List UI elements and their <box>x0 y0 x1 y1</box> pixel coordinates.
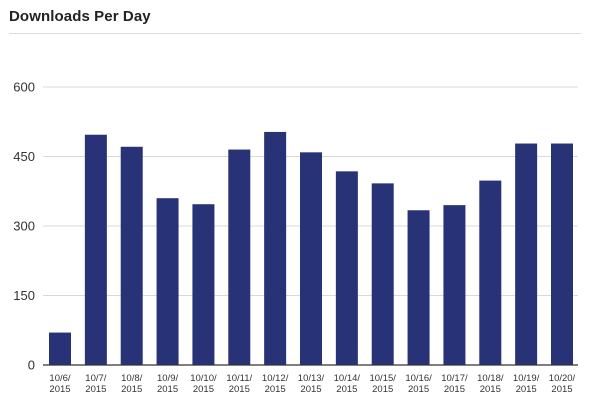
x-tick-label: 10/20/ <box>549 373 576 384</box>
bar <box>264 131 287 365</box>
panel-title: Downloads Per Day <box>9 8 151 25</box>
x-tick-label: 10/12/ <box>262 373 289 384</box>
x-tick-label: 10/10/ <box>190 373 217 384</box>
bar <box>49 332 71 365</box>
bar <box>443 205 466 365</box>
x-tick-label: 2015 <box>265 384 286 395</box>
y-tick-label: 300 <box>13 219 35 234</box>
x-tick-label: 2015 <box>157 384 178 395</box>
x-tick-label: 2015 <box>193 384 214 395</box>
bar <box>300 152 322 365</box>
x-tick-label: 10/17/ <box>441 373 468 384</box>
y-tick-label: 600 <box>13 80 35 95</box>
x-tick-label: 10/6/ <box>49 373 70 384</box>
x-tick-label: 2015 <box>551 384 572 395</box>
bar <box>371 183 394 365</box>
bar <box>407 210 430 365</box>
bar <box>228 149 251 365</box>
bar <box>515 143 538 365</box>
x-tick-label: 2015 <box>408 384 429 395</box>
title-divider <box>9 33 581 34</box>
y-tick-label: 450 <box>13 149 35 164</box>
x-tick-label: 2015 <box>372 384 393 395</box>
bar <box>192 204 215 365</box>
x-tick-label: 2015 <box>444 384 465 395</box>
y-axis-ticks: 0 150 300 450 600 <box>13 80 35 373</box>
x-tick-label: 2015 <box>516 384 537 395</box>
x-tick-label: 10/9/ <box>157 373 178 384</box>
bar <box>120 146 143 365</box>
x-tick-label: 2015 <box>300 384 321 395</box>
x-tick-label: 2015 <box>121 384 142 395</box>
x-tick-label: 2015 <box>480 384 501 395</box>
x-tick-label: 10/14/ <box>334 373 361 384</box>
bar <box>156 198 179 365</box>
y-tick-label: 0 <box>28 358 35 373</box>
bar <box>84 134 107 365</box>
x-tick-label: 10/15/ <box>369 373 396 384</box>
x-tick-label: 10/16/ <box>405 373 432 384</box>
bar <box>479 180 502 365</box>
x-tick-label: 10/8/ <box>121 373 142 384</box>
x-tick-label: 2015 <box>49 384 70 395</box>
x-tick-label: 10/7/ <box>85 373 106 384</box>
x-tick-label: 2015 <box>85 384 106 395</box>
x-tick-label: 10/18/ <box>477 373 504 384</box>
x-axis-ticks: 10/6/201510/7/201510/8/201510/9/201510/1… <box>49 373 575 395</box>
x-tick-label: 10/19/ <box>513 373 540 384</box>
bars <box>49 131 573 365</box>
y-tick-label: 150 <box>13 288 35 303</box>
bar <box>335 171 358 365</box>
x-tick-label: 10/11/ <box>226 373 252 384</box>
x-tick-label: 10/13/ <box>298 373 325 384</box>
x-tick-label: 2015 <box>229 384 250 395</box>
bar <box>551 143 573 365</box>
x-tick-label: 2015 <box>336 384 357 395</box>
